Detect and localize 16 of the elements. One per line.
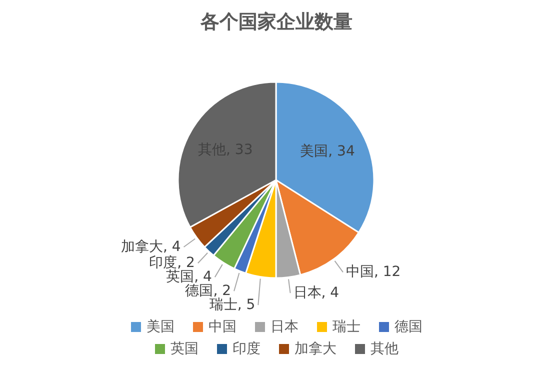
data-label: 英国, 4 — [166, 269, 212, 286]
data-label: 加拿大, 4 — [120, 239, 181, 256]
legend-label: 日本 — [270, 318, 298, 336]
data-label: 瑞士, 5 — [209, 297, 256, 314]
legend-label: 其他 — [370, 340, 398, 358]
data-label: 美国, 34 — [300, 144, 355, 160]
legend-label: 印度 — [232, 340, 260, 358]
legend-label: 加拿大 — [294, 340, 336, 358]
legend-label: 英国 — [170, 340, 198, 358]
legend-label: 德国 — [394, 318, 422, 336]
data-label: 中国, 12 — [346, 264, 401, 280]
legend-label: 美国 — [146, 318, 174, 336]
data-label: 日本, 4 — [293, 285, 340, 302]
legend-label: 瑞士 — [332, 318, 360, 336]
chart-title: 各个国家企业数量 — [199, 10, 354, 35]
legend-label: 中国 — [208, 318, 236, 336]
